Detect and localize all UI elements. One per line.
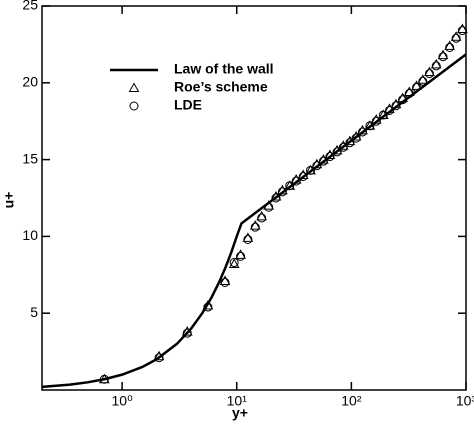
- triangle-marker: [337, 140, 349, 150]
- circle-marker: [277, 187, 287, 197]
- circle-marker: [243, 234, 253, 244]
- law-line: [41, 53, 467, 389]
- triangle-marker: [350, 131, 362, 141]
- triangle-marker: [357, 124, 368, 135]
- circle-marker: [378, 110, 388, 120]
- circle-marker: [285, 181, 295, 191]
- y-tick-label: 15: [22, 150, 38, 166]
- triangle-marker: [403, 86, 415, 97]
- circle-marker: [229, 258, 239, 268]
- circle-marker: [99, 374, 109, 384]
- circle-marker: [271, 193, 281, 203]
- circle-marker: [384, 105, 394, 115]
- circle-marker: [203, 302, 213, 312]
- circle-marker: [457, 26, 467, 36]
- y-tick-label: 25: [22, 0, 38, 13]
- triangle-marker: [424, 66, 435, 77]
- x-axis-label: y+: [232, 405, 248, 421]
- triangle-marker: [397, 92, 408, 103]
- circle-marker: [325, 152, 335, 162]
- triangle-marker: [411, 80, 422, 90]
- legend-label: Law of the wall: [174, 61, 274, 77]
- circle-marker: [451, 33, 461, 43]
- legend-label: LDE: [174, 97, 202, 113]
- triangle-marker: [242, 232, 254, 242]
- circle-marker: [365, 121, 375, 131]
- x-tick-label: 10¹: [227, 393, 248, 409]
- circle-marker: [182, 328, 192, 338]
- triangle-marker: [370, 114, 382, 124]
- legend-marker: [128, 82, 140, 92]
- triangle-marker: [324, 149, 336, 159]
- circle-marker: [250, 222, 260, 232]
- circle-marker: [298, 171, 308, 181]
- y-tick-label: 20: [22, 74, 38, 90]
- circle-marker: [345, 138, 355, 148]
- circle-marker: [412, 82, 422, 92]
- triangle-marker: [311, 158, 323, 169]
- triangle-marker: [331, 144, 343, 155]
- circle-marker: [306, 165, 316, 175]
- x-tick-label: 10⁰: [112, 393, 134, 409]
- legend-marker: [129, 101, 139, 111]
- triangle-marker: [430, 58, 442, 69]
- circle-marker: [371, 116, 381, 126]
- legend-label: Roe’s scheme: [174, 79, 268, 95]
- circle-marker: [351, 133, 361, 143]
- circle-marker: [431, 61, 441, 71]
- triangle-marker: [444, 40, 456, 50]
- triangle-marker: [153, 350, 165, 361]
- circle-marker: [398, 95, 408, 105]
- triangle-marker: [249, 220, 261, 230]
- circle-marker: [332, 147, 342, 157]
- triangle-marker: [290, 174, 302, 184]
- circle-marker: [445, 42, 455, 52]
- triangle-marker: [181, 326, 193, 336]
- y-tick-label: 5: [30, 304, 38, 320]
- triangle-marker: [256, 210, 268, 221]
- triangle-marker: [219, 275, 231, 285]
- triangle-marker: [390, 98, 402, 109]
- circle-marker: [391, 101, 401, 111]
- circle-marker: [312, 161, 322, 171]
- circle-marker: [438, 52, 448, 62]
- triangle-marker: [263, 200, 275, 210]
- triangle-marker: [297, 169, 309, 179]
- triangle-marker: [235, 249, 246, 259]
- x-tick-label: 10³: [456, 393, 474, 409]
- triangle-marker: [437, 49, 449, 60]
- circle-marker: [357, 127, 367, 137]
- circle-marker: [318, 156, 328, 166]
- x-tick-label: 10²: [341, 393, 362, 409]
- triangle-marker: [270, 190, 282, 201]
- triangle-marker: [417, 74, 429, 84]
- y-axis-label: u+: [1, 192, 17, 209]
- triangle-marker: [318, 154, 329, 164]
- triangle-marker: [277, 184, 288, 195]
- circle-marker: [424, 69, 434, 79]
- circle-marker: [154, 353, 164, 363]
- y-tick-label: 10: [22, 227, 38, 243]
- triangle-marker: [457, 23, 468, 34]
- circle-marker: [418, 76, 428, 86]
- circle-marker: [257, 213, 267, 223]
- circle-marker: [236, 251, 246, 261]
- triangle-marker: [344, 135, 356, 146]
- triangle-marker: [450, 31, 462, 41]
- circle-marker: [220, 277, 230, 287]
- plot-frame: [41, 5, 467, 391]
- triangle-marker: [228, 258, 240, 269]
- circle-marker: [291, 176, 301, 186]
- triangle-marker: [384, 103, 395, 113]
- circle-marker: [338, 142, 348, 152]
- triangle-marker: [202, 300, 214, 310]
- circle-marker: [404, 89, 414, 99]
- circle-marker: [264, 202, 274, 212]
